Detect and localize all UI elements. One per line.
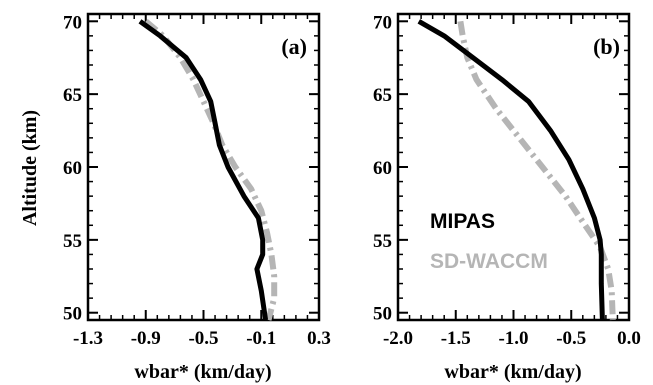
y-tick-label: 65	[373, 85, 392, 106]
x-tick-label: -0.5	[556, 328, 586, 349]
series-line-sd-waccm	[457, 20, 616, 321]
series-line-sd-waccm	[143, 19, 278, 321]
x-tick-label: -1.3	[73, 328, 103, 349]
series-line-mipas	[417, 19, 605, 321]
y-tick-label: 55	[63, 231, 82, 252]
x-tick-label: -0.5	[188, 328, 218, 349]
panel-label-b: (b)	[593, 34, 620, 59]
x-axis-title-b: wbar* (km/day)	[444, 361, 581, 383]
series-line-mipas	[138, 19, 269, 321]
y-tick-label: 70	[63, 12, 82, 33]
x-tick-label: -0.9	[131, 328, 161, 349]
x-tick-label: 0.0	[617, 328, 641, 349]
plot-frame	[396, 12, 631, 322]
y-tick-label: 65	[63, 85, 82, 106]
x-tick-label: 0.3	[307, 328, 331, 349]
x-axis-title-a: wbar* (km/day)	[134, 361, 271, 383]
panel-label-a: (a)	[281, 34, 307, 59]
y-tick-label: 60	[373, 158, 392, 179]
y-tick-label: 55	[373, 231, 392, 252]
y-axis-title: Altitude (km)	[19, 110, 41, 226]
legend-sd-waccm: SD-WACCM	[430, 250, 548, 273]
plot-frame	[86, 12, 321, 322]
x-tick-label: -1.5	[441, 328, 471, 349]
y-tick-label: 50	[63, 304, 82, 325]
legend-mipas: MIPAS	[430, 210, 495, 233]
x-tick-label: -2.0	[383, 328, 413, 349]
y-tick-label: 50	[373, 304, 392, 325]
x-tick-label: -0.1	[246, 328, 276, 349]
panel-a: -1.3 -0.9 -0.5 -0.1 0.3 50 55 60 65 70 (a) wbar* …	[63, 12, 331, 383]
x-tick-label: -1.0	[498, 328, 528, 349]
panel-b: -2.0 -1.5 -1.0 -0.5 0.0 50 55 60 65 70 (b) wbar* …	[373, 12, 641, 383]
y-tick-label: 60	[63, 158, 82, 179]
y-tick-label: 70	[373, 12, 392, 33]
